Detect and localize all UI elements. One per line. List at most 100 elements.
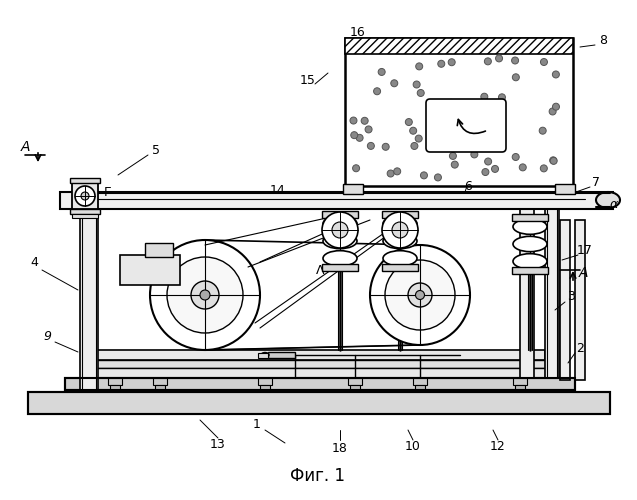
Bar xyxy=(72,183,98,209)
Circle shape xyxy=(81,192,89,200)
Bar xyxy=(512,214,548,221)
Text: 4: 4 xyxy=(30,256,38,270)
Text: 9: 9 xyxy=(43,330,51,344)
Bar xyxy=(108,378,122,385)
Circle shape xyxy=(448,100,455,106)
FancyBboxPatch shape xyxy=(426,99,506,152)
Circle shape xyxy=(365,126,372,133)
Text: 8: 8 xyxy=(599,34,607,48)
Text: А: А xyxy=(20,140,30,154)
Bar xyxy=(70,209,100,214)
Text: 16: 16 xyxy=(350,26,366,40)
Ellipse shape xyxy=(513,254,547,269)
Ellipse shape xyxy=(383,216,417,232)
Circle shape xyxy=(477,108,484,115)
Circle shape xyxy=(550,158,557,164)
Circle shape xyxy=(512,57,519,64)
Circle shape xyxy=(417,90,424,96)
Bar xyxy=(72,214,98,218)
Bar xyxy=(95,368,545,378)
Circle shape xyxy=(350,117,357,124)
Circle shape xyxy=(167,257,243,333)
Bar xyxy=(60,192,613,209)
Bar xyxy=(515,385,525,390)
Bar xyxy=(345,38,573,54)
Circle shape xyxy=(413,81,420,88)
Circle shape xyxy=(549,108,556,115)
Ellipse shape xyxy=(323,216,357,232)
Circle shape xyxy=(415,290,424,300)
Circle shape xyxy=(512,154,519,160)
Circle shape xyxy=(484,58,491,65)
Ellipse shape xyxy=(323,234,357,248)
Ellipse shape xyxy=(596,192,620,208)
Bar xyxy=(322,264,358,271)
Bar xyxy=(260,385,270,390)
Circle shape xyxy=(394,168,401,175)
Bar xyxy=(28,392,610,414)
Bar xyxy=(258,378,272,385)
Circle shape xyxy=(390,80,397,87)
Bar xyxy=(258,353,268,358)
Text: 17: 17 xyxy=(577,244,593,256)
Circle shape xyxy=(540,58,547,66)
Circle shape xyxy=(485,158,492,165)
Circle shape xyxy=(438,106,445,112)
Circle shape xyxy=(392,222,408,238)
Circle shape xyxy=(550,157,557,164)
Bar xyxy=(350,385,360,390)
Circle shape xyxy=(466,112,473,119)
Circle shape xyxy=(385,260,455,330)
Text: Фиг. 1: Фиг. 1 xyxy=(290,467,345,485)
Bar xyxy=(382,211,418,218)
Bar xyxy=(145,243,173,257)
Text: 6: 6 xyxy=(464,180,472,194)
Bar xyxy=(545,208,559,378)
Bar xyxy=(415,385,425,390)
Text: Г: Г xyxy=(104,186,112,200)
Circle shape xyxy=(438,60,445,68)
Bar xyxy=(65,378,575,390)
Circle shape xyxy=(436,108,443,116)
Text: Ʌ: Ʌ xyxy=(316,264,324,276)
Circle shape xyxy=(540,165,547,172)
Bar xyxy=(322,211,358,218)
Bar xyxy=(560,220,570,380)
Circle shape xyxy=(431,126,438,133)
Circle shape xyxy=(75,186,95,206)
Circle shape xyxy=(434,174,441,181)
Circle shape xyxy=(150,240,260,350)
Text: 2: 2 xyxy=(576,342,584,354)
Bar xyxy=(110,385,120,390)
Circle shape xyxy=(356,134,363,141)
Circle shape xyxy=(449,152,456,160)
Circle shape xyxy=(332,222,348,238)
Bar xyxy=(513,378,527,385)
Circle shape xyxy=(496,55,503,62)
Bar xyxy=(413,378,427,385)
Bar xyxy=(65,378,575,390)
Circle shape xyxy=(451,161,458,168)
Circle shape xyxy=(200,290,210,300)
Circle shape xyxy=(499,94,505,101)
Circle shape xyxy=(519,164,526,171)
Circle shape xyxy=(322,212,358,248)
Bar xyxy=(95,350,545,360)
Ellipse shape xyxy=(513,236,547,252)
Circle shape xyxy=(552,103,559,110)
Text: А: А xyxy=(578,266,588,280)
Circle shape xyxy=(382,212,418,248)
Bar xyxy=(70,178,100,183)
Circle shape xyxy=(382,144,389,150)
Text: 15: 15 xyxy=(300,74,316,86)
Text: 12: 12 xyxy=(490,440,506,454)
Bar xyxy=(382,264,418,271)
Bar xyxy=(575,220,585,380)
Ellipse shape xyxy=(513,219,547,234)
Bar xyxy=(95,360,545,368)
Circle shape xyxy=(410,127,417,134)
Bar xyxy=(80,208,98,390)
Circle shape xyxy=(479,126,486,134)
Circle shape xyxy=(485,114,492,120)
Circle shape xyxy=(373,88,380,95)
